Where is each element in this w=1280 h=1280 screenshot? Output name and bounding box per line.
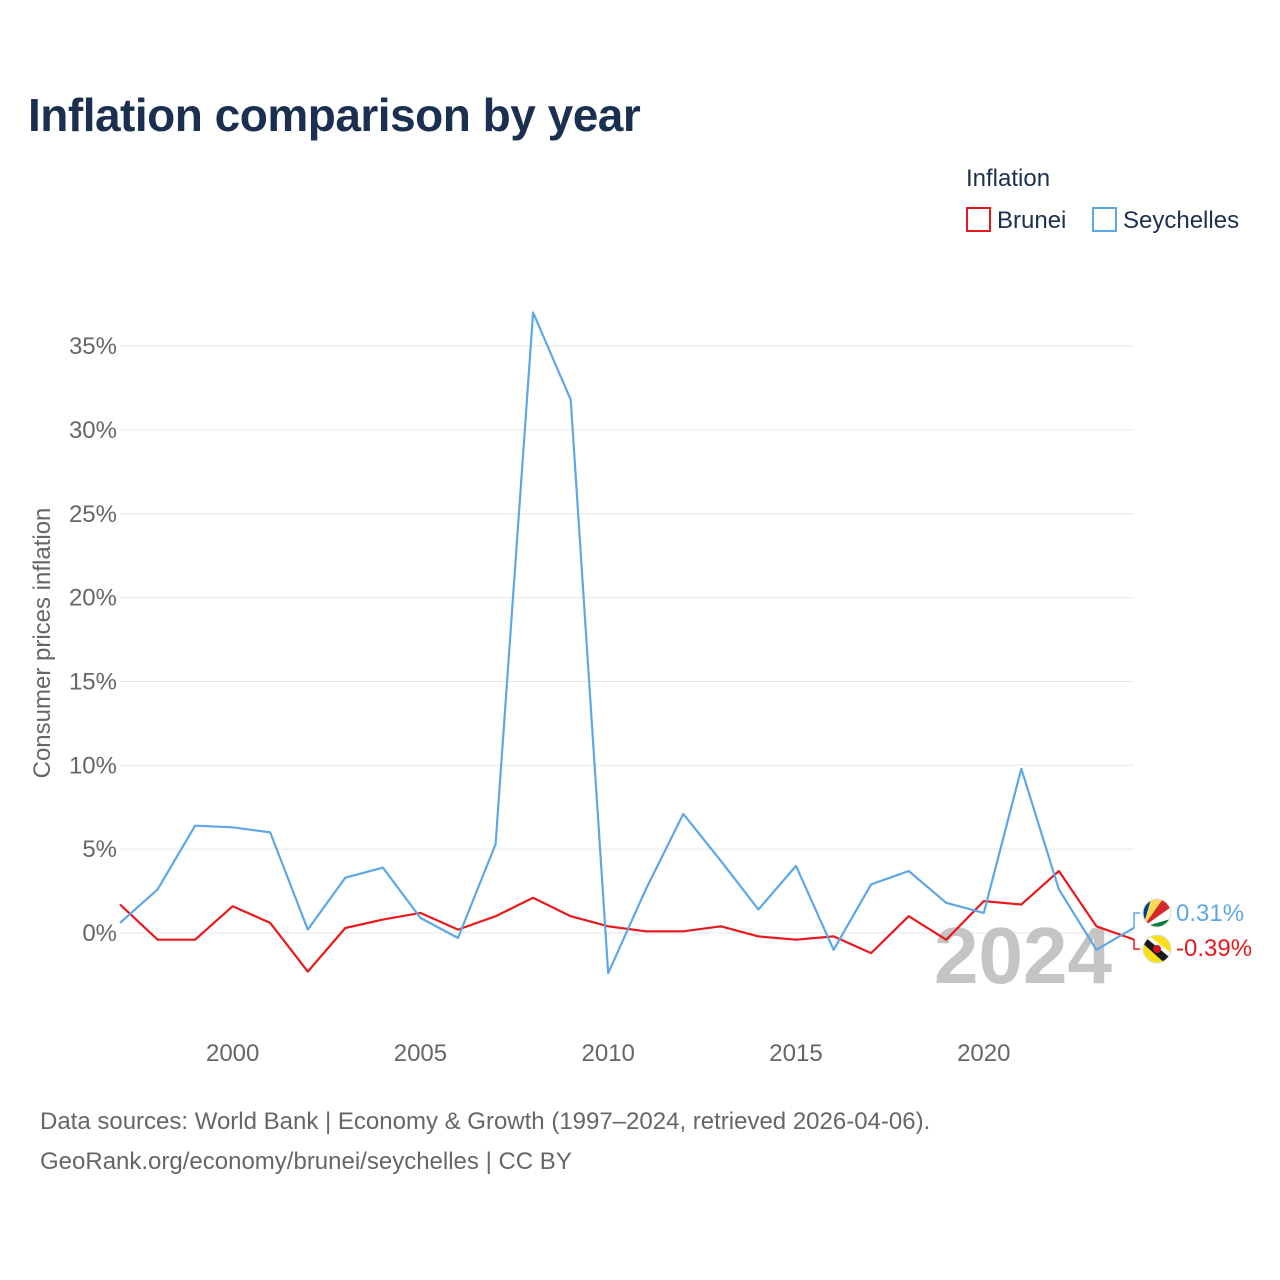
legend-swatch-brunei <box>966 207 991 232</box>
x-tick-label: 2010 <box>582 1040 635 1067</box>
legend-title: Inflation <box>966 165 1050 192</box>
y-tick-label: 30% <box>69 417 117 444</box>
brunei-flag-border <box>1142 934 1172 964</box>
x-tick-label: 2020 <box>957 1040 1010 1067</box>
y-axis-ticks: 0% 5% 10% 15% 20% 25% 30% 35% <box>69 333 117 947</box>
x-tick-label: 2015 <box>769 1040 822 1067</box>
y-tick-label: 15% <box>69 668 117 695</box>
chart-title: Inflation comparison by year <box>28 89 641 141</box>
y-tick-label: 5% <box>82 836 117 863</box>
data-source-note: Data sources: World Bank | Economy & Gro… <box>40 1108 931 1135</box>
brunei-end-connector <box>1133 939 1140 950</box>
legend-swatch-seychelles <box>1092 207 1117 232</box>
legend-label-brunei: Brunei <box>997 207 1066 234</box>
y-tick-label: 10% <box>69 752 117 779</box>
y-tick-label: 20% <box>69 585 117 612</box>
seychelles-end-connector <box>1133 912 1140 928</box>
y-tick-label: 25% <box>69 501 117 528</box>
seychelles-end-value: 0.31% <box>1176 900 1244 927</box>
brunei-flag-icon <box>1143 935 1171 963</box>
grid-lines <box>120 345 1134 934</box>
seychelles-flag-icon <box>1143 899 1171 927</box>
seychelles-flag-border <box>1142 898 1172 928</box>
x-axis-ticks: 2000 2005 2010 2015 2020 <box>206 1040 1011 1067</box>
legend-item-seychelles[interactable]: Seychelles <box>1092 207 1239 234</box>
x-tick-label: 2005 <box>394 1040 447 1067</box>
legend-item-brunei[interactable]: Brunei <box>966 207 1066 234</box>
x-tick-label: 2000 <box>206 1040 259 1067</box>
series-line-seychelles <box>119 311 1135 975</box>
legend-label-seychelles: Seychelles <box>1123 207 1239 234</box>
y-axis-label: Consumer prices inflation <box>29 508 56 779</box>
series-lines <box>119 311 1135 975</box>
brunei-end-value: -0.39% <box>1176 935 1252 962</box>
source-url: GeoRank.org/economy/brunei/seychelles | … <box>40 1148 572 1175</box>
y-tick-label: 35% <box>69 333 117 360</box>
y-tick-label: 0% <box>82 920 117 947</box>
